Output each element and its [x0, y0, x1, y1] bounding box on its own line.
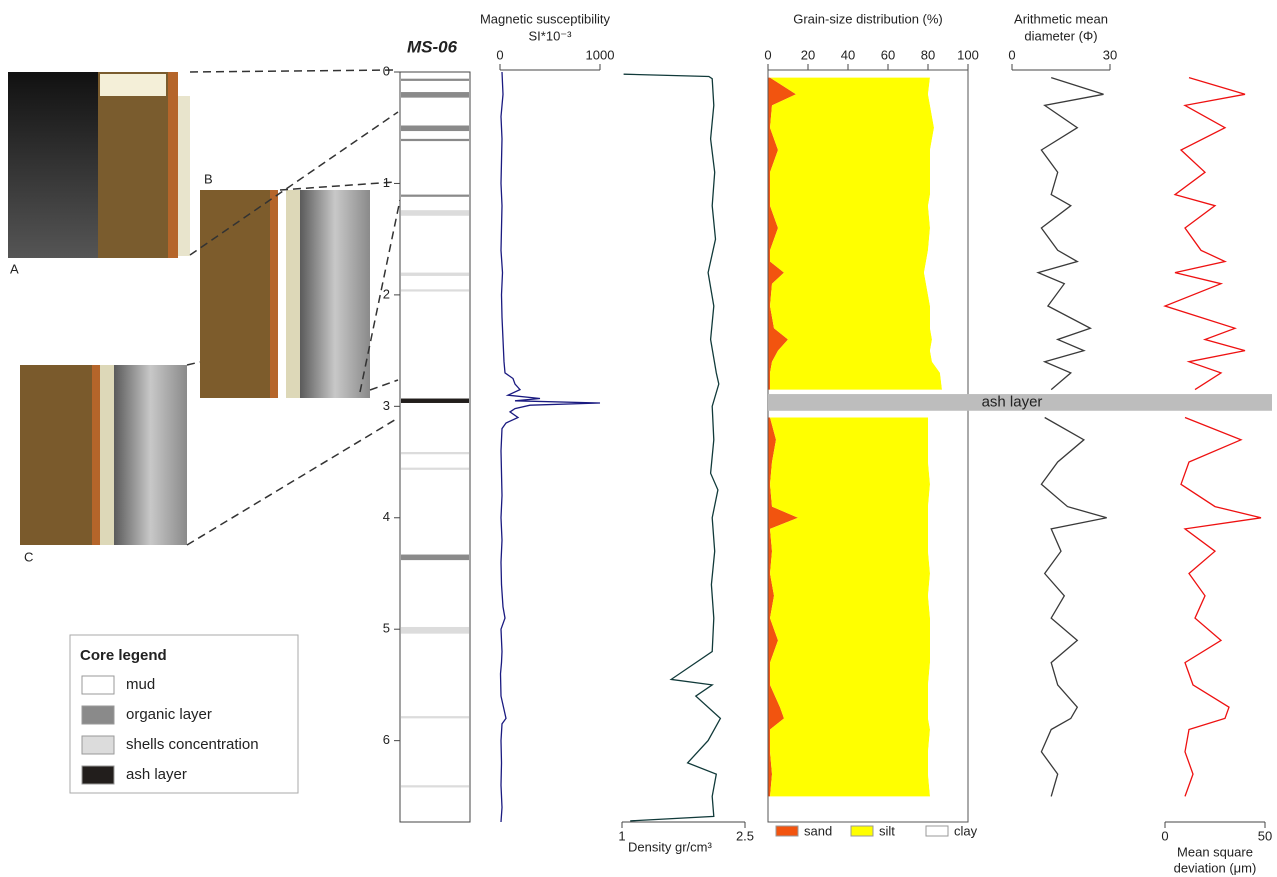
core-layer	[401, 78, 469, 81]
x-tick-label: 1000	[586, 47, 615, 62]
x-tick-label: 1	[618, 828, 625, 843]
x-tick-label: 0	[1161, 828, 1168, 843]
x-tick-label: 0	[496, 47, 503, 62]
photo-connectors	[186, 69, 401, 546]
legend-label: clay	[954, 823, 978, 838]
area	[924, 77, 968, 797]
core-layer	[401, 138, 469, 142]
panel-frame-outline	[767, 69, 969, 823]
core-title: MS-06	[407, 37, 458, 56]
core-column	[399, 71, 471, 823]
core-layer	[401, 194, 469, 197]
panel-title: Grain-size distribution (%)	[793, 11, 943, 26]
panel-title: Magnetic susceptibility	[480, 11, 611, 26]
profile-line	[499, 71, 601, 823]
axis-title: diameter (Φ)	[1024, 28, 1097, 43]
x-tick-label: 30	[1103, 47, 1117, 62]
legend-label: mud	[126, 676, 155, 693]
ash-label: ash layer	[982, 393, 1043, 410]
y-tick-label: 2	[383, 286, 390, 301]
core-layer	[401, 785, 469, 788]
axis-title: Mean square	[1177, 844, 1253, 859]
core-layer	[401, 210, 469, 216]
y-tick-label: 4	[383, 509, 390, 524]
legend-swatch	[81, 705, 115, 725]
photo-label: A	[10, 261, 19, 276]
y-tick-label: 3	[383, 398, 390, 413]
axis-title: Arithmetic mean	[1014, 11, 1108, 26]
photo-a	[8, 72, 190, 258]
ash-band	[768, 394, 1272, 411]
x-tick-label: 80	[921, 47, 935, 62]
legend-swatch	[81, 675, 115, 695]
legend-swatch	[925, 825, 949, 837]
y-tick-label: 6	[383, 732, 390, 747]
axis-title: deviation (μm)	[1174, 860, 1257, 875]
panel-subtitle: SI*10⁻³	[529, 28, 573, 43]
area	[768, 77, 798, 797]
area	[770, 77, 942, 797]
x-tick-label: 0	[1008, 47, 1015, 62]
x-tick-label: 20	[801, 47, 815, 62]
x-tick-label: 40	[841, 47, 855, 62]
legend-label: shells concentration	[126, 736, 259, 753]
core-layer	[401, 398, 469, 403]
x-tick-label: 0	[764, 47, 771, 62]
legend-label: ash layer	[126, 766, 187, 783]
core-layer	[401, 125, 469, 132]
legend-label: sand	[804, 823, 832, 838]
legend-label: silt	[879, 823, 895, 838]
profile-line	[1163, 76, 1262, 797]
photo-label: C	[24, 549, 33, 564]
legend-swatch	[775, 825, 799, 837]
x-tick-label: 100	[957, 47, 979, 62]
x-tick-label: 50	[1258, 828, 1272, 843]
profile-line	[623, 73, 722, 822]
legend-label: organic layer	[126, 706, 212, 723]
photo-label: B	[204, 171, 213, 186]
core-layer	[401, 452, 469, 455]
photo-c	[20, 365, 187, 545]
core-layer	[401, 554, 469, 561]
core-legend: mud organic layer shells concentration ash …	[81, 675, 259, 785]
core-layer	[401, 467, 469, 470]
profile-line	[1036, 76, 1107, 797]
core-legend-title: Core legend	[80, 647, 167, 664]
y-tick-label: 0	[383, 63, 390, 78]
core-layer	[401, 272, 469, 276]
x-tick-label: 2.5	[736, 828, 754, 843]
core-layer	[401, 289, 469, 292]
x-tick-label: 60	[881, 47, 895, 62]
core-layer	[401, 626, 469, 634]
core-layer	[401, 92, 469, 98]
legend-swatch	[81, 735, 115, 755]
photo-b	[200, 190, 370, 398]
y-tick-label: 1	[383, 175, 390, 190]
core-layer	[401, 716, 469, 719]
legend-swatch	[81, 765, 115, 785]
y-tick-label: 5	[383, 621, 390, 636]
legend-swatch	[850, 825, 874, 837]
axis-title: Density gr/cm³	[628, 839, 712, 854]
